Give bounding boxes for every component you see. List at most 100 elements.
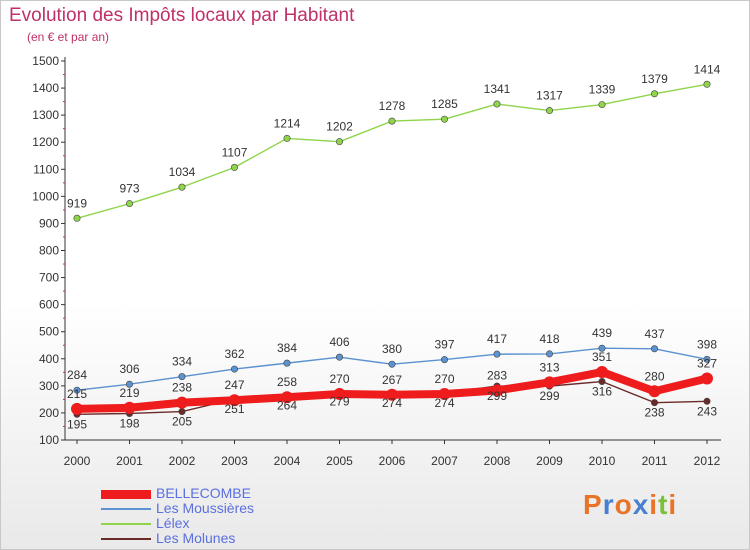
- x-tick-label: 2010: [589, 454, 616, 468]
- y-tick-label: 1400: [32, 81, 59, 95]
- data-point-1: [650, 345, 658, 353]
- y-tick-label: 1000: [32, 189, 59, 203]
- data-point-0: [543, 376, 556, 389]
- data-point-0: [438, 387, 451, 400]
- data-label-2: 1341: [484, 82, 511, 96]
- logo-letter: t: [658, 489, 669, 520]
- data-label-3: 238: [644, 406, 664, 420]
- data-label-3: 279: [329, 395, 349, 409]
- data-point-2: [440, 115, 448, 123]
- data-label-3: 198: [119, 416, 139, 430]
- data-label-2: 973: [119, 182, 139, 196]
- data-point-3: [703, 397, 711, 405]
- data-label-1: 406: [329, 335, 349, 349]
- y-tick-label: 100: [39, 433, 59, 447]
- logo-letter: i: [668, 489, 678, 520]
- data-point-2: [388, 117, 396, 125]
- proxiti-logo: Proxiti: [583, 489, 677, 521]
- logo-letter: i: [649, 489, 659, 520]
- x-tick-label: 2001: [116, 454, 143, 468]
- x-tick-label: 2007: [431, 454, 458, 468]
- x-tick-label: 2012: [694, 454, 721, 468]
- data-label-2: 1107: [222, 145, 248, 159]
- data-point-0: [333, 387, 346, 400]
- data-label-2: 1202: [326, 120, 353, 134]
- data-point-3: [650, 399, 658, 407]
- logo-letter: x: [632, 489, 650, 520]
- data-point-1: [73, 386, 81, 394]
- x-tick-label: 2005: [326, 454, 353, 468]
- x-tick-label: 2011: [642, 454, 668, 468]
- data-point-0: [71, 402, 83, 415]
- data-label-2: 919: [67, 196, 87, 210]
- data-label-1: 439: [592, 326, 612, 340]
- data-label-1: 380: [382, 342, 402, 356]
- data-label-3: 205: [172, 415, 192, 429]
- y-tick-label: 800: [39, 244, 59, 258]
- data-point-2: [598, 101, 606, 109]
- legend-label-bellecombe: BELLECOMBE: [156, 485, 251, 501]
- data-point-0: [491, 384, 503, 397]
- data-label-0: 219: [119, 386, 139, 400]
- data-label-0: 280: [644, 369, 664, 383]
- data-point-2: [335, 138, 343, 146]
- data-label-0: 247: [224, 378, 244, 392]
- data-label-0: 258: [277, 375, 297, 389]
- data-label-2: 1034: [169, 165, 196, 179]
- logo-letter: r: [602, 489, 615, 520]
- data-label-2: 1379: [641, 72, 668, 86]
- data-point-0: [596, 366, 608, 379]
- legend-label-les-moussieres: Les Moussières: [156, 500, 255, 516]
- data-label-1: 284: [67, 368, 87, 382]
- data-point-2: [703, 80, 711, 88]
- data-label-1: 397: [434, 338, 454, 352]
- y-tick-label: 1300: [32, 108, 59, 122]
- data-point-2: [73, 214, 81, 222]
- data-label-2: 1214: [274, 116, 301, 130]
- data-label-1: 437: [644, 327, 664, 341]
- x-tick-label: 2008: [484, 454, 511, 468]
- data-point-1: [493, 350, 501, 358]
- x-tick-label: 2003: [221, 454, 248, 468]
- data-point-2: [283, 134, 291, 142]
- legend-label-les-molunes: Les Molunes: [156, 530, 236, 546]
- data-label-0: 283: [487, 368, 507, 382]
- data-label-0: 270: [434, 372, 454, 386]
- y-tick-label: 1100: [33, 162, 59, 176]
- data-point-1: [335, 353, 343, 361]
- x-tick-label: 2006: [379, 454, 406, 468]
- logo-letter: P: [583, 489, 603, 520]
- data-label-3: 299: [487, 389, 507, 403]
- data-point-2: [545, 107, 553, 115]
- data-point-1: [545, 350, 553, 358]
- data-label-1: 362: [224, 347, 244, 361]
- legend-swatch-les-molunes: [101, 538, 151, 540]
- data-label-3: 243: [697, 404, 717, 418]
- data-label-2: 1278: [379, 99, 406, 113]
- data-point-1: [126, 380, 134, 388]
- data-point-1: [703, 355, 711, 363]
- legend-swatch-bellecombe: [101, 490, 151, 499]
- data-label-3: 299: [539, 389, 559, 403]
- data-label-3: 274: [382, 396, 402, 410]
- x-tick-label: 2009: [536, 454, 563, 468]
- x-tick-label: 2004: [274, 454, 301, 468]
- data-point-1: [388, 360, 396, 368]
- data-point-1: [598, 344, 606, 352]
- data-label-0: 351: [592, 350, 612, 364]
- data-label-0: 270: [329, 372, 349, 386]
- data-label-2: 1317: [536, 89, 563, 103]
- x-tick-label: 2002: [169, 454, 196, 468]
- data-point-2: [650, 90, 658, 98]
- data-point-0: [123, 401, 136, 414]
- data-point-0: [176, 396, 188, 409]
- data-label-0: 327: [697, 357, 717, 371]
- data-label-2: 1339: [589, 83, 616, 97]
- data-point-2: [231, 163, 239, 171]
- data-label-0: 313: [539, 360, 559, 374]
- data-label-2: 1285: [431, 97, 458, 111]
- y-tick-label: 400: [39, 352, 59, 366]
- data-label-3: 264: [277, 399, 297, 413]
